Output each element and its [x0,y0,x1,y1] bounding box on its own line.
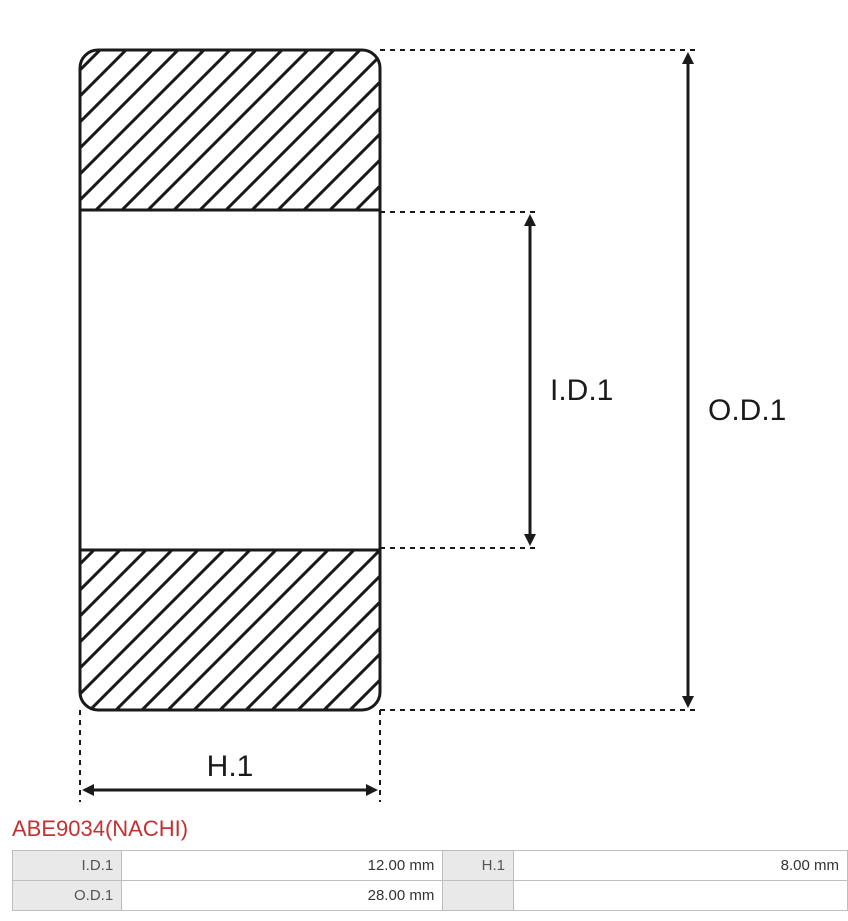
part-number-title: ABE9034(NACHI) [12,816,838,842]
svg-text:I.D.1: I.D.1 [550,374,613,407]
cell-value: 12.00 mm [122,851,443,881]
table-row: O.D.1 28.00 mm [13,881,848,911]
svg-text:H.1: H.1 [207,750,254,783]
cell-value [513,881,847,911]
cell-label: H.1 [443,851,514,881]
cell-label: O.D.1 [13,881,122,911]
cell-label: I.D.1 [13,851,122,881]
bearing-cross-section-diagram: O.D.1 I.D.1 H.1 [10,10,830,810]
table-row: I.D.1 12.00 mm H.1 8.00 mm [13,851,848,881]
cell-value: 8.00 mm [513,851,847,881]
diagram-svg: O.D.1 I.D.1 H.1 [10,10,830,810]
page: O.D.1I.D.1H.1 ABE9034(NACHI) I.D.1 12.00… [0,0,848,921]
cell-value: 28.00 mm [122,881,443,911]
cell-label [443,881,514,911]
spec-table: I.D.1 12.00 mm H.1 8.00 mm O.D.1 28.00 m… [12,850,848,911]
svg-text:O.D.1: O.D.1 [708,394,786,427]
